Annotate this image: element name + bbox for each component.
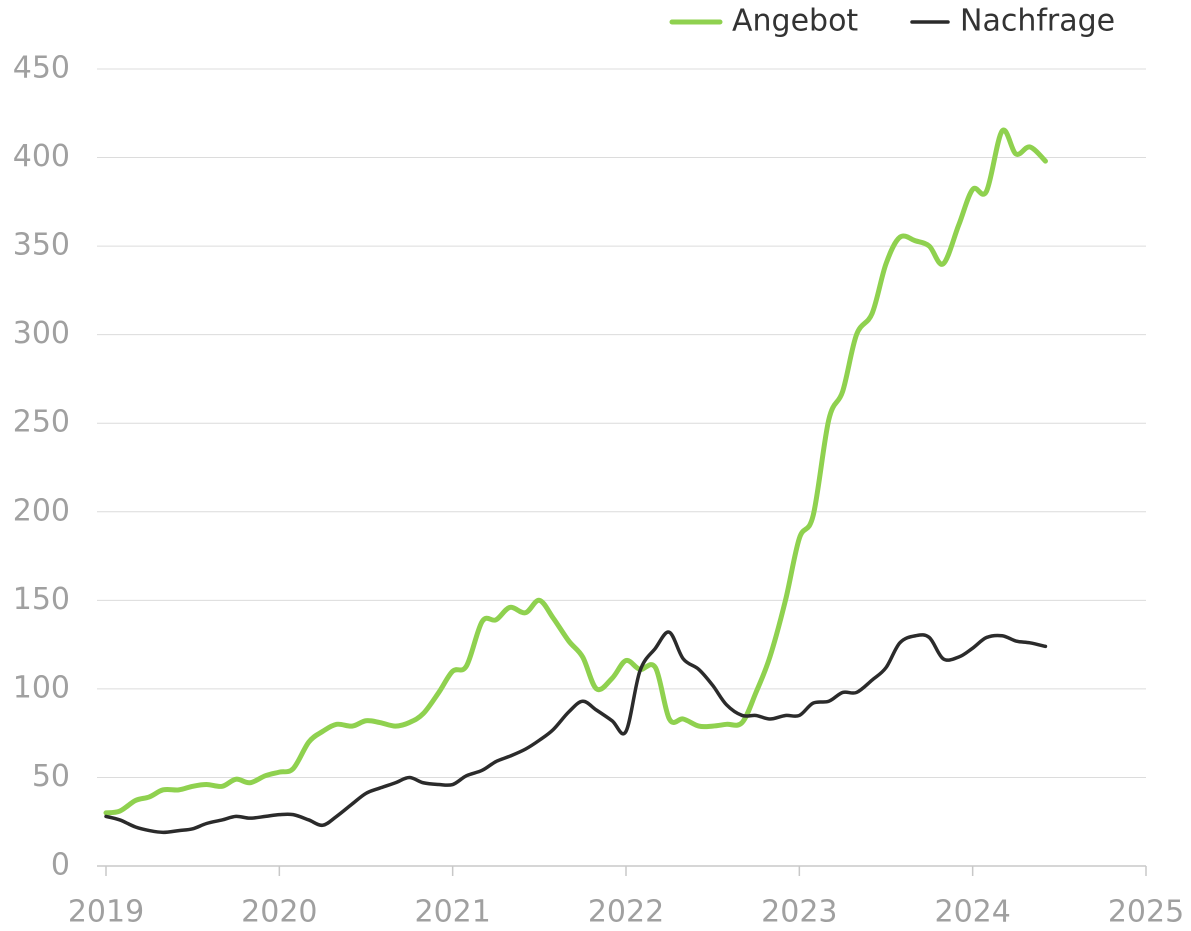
series-line: [104, 630, 1048, 835]
y-tick-label: 400: [13, 139, 70, 174]
legend-label: Nachfrage: [960, 4, 1115, 39]
x-tick-label: 2024: [934, 895, 1010, 930]
y-tick-label: 50: [32, 759, 70, 794]
x-tick-label: 2021: [414, 895, 490, 930]
y-tick-label: 300: [13, 316, 70, 351]
y-tick-label: 200: [13, 493, 70, 528]
y-tick-label: 100: [13, 670, 70, 705]
x-tick-label: 2020: [241, 895, 317, 930]
x-tick-label: 2023: [761, 895, 837, 930]
x-tick-label: 2019: [68, 895, 144, 930]
y-tick-label: 150: [13, 582, 70, 617]
y-tick-label: 450: [13, 51, 70, 86]
y-tick-label: 0: [51, 848, 70, 883]
x-tick-label: 2025: [1108, 895, 1184, 930]
legend-label: Angebot: [732, 4, 858, 39]
y-tick-label: 250: [13, 405, 70, 440]
y-tick-label: 350: [13, 228, 70, 263]
series-line: [103, 127, 1048, 816]
x-tick-label: 2022: [588, 895, 664, 930]
